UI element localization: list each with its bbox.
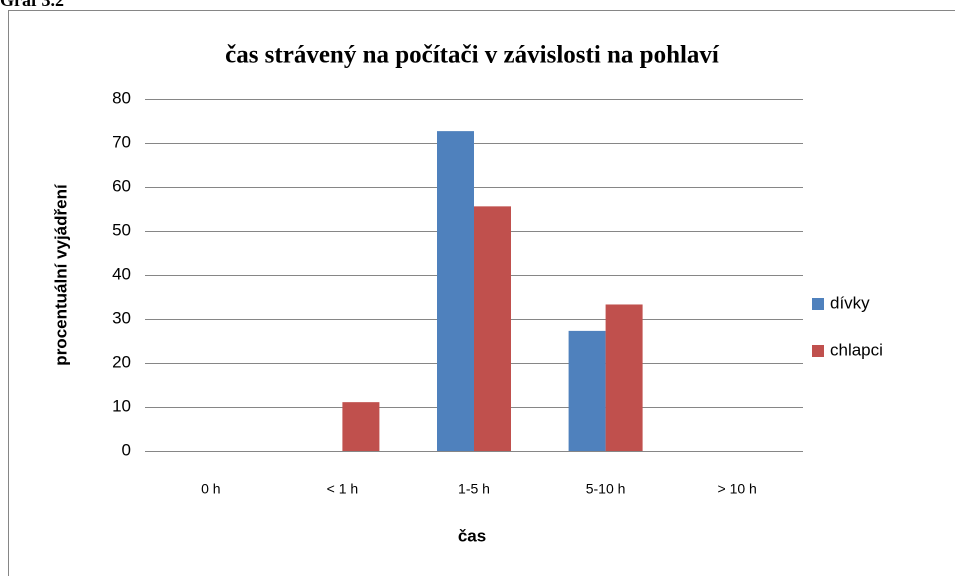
x-tick-label: 1-5 h [458, 481, 490, 497]
bar [342, 402, 380, 451]
y-tick-label: 30 [112, 308, 131, 327]
y-tick-label: 50 [112, 220, 131, 239]
y-tick-label: 70 [112, 132, 131, 151]
legend-swatch [812, 345, 824, 357]
x-tick-label: 5-10 h [586, 481, 626, 497]
x-tick-label: < 1 h [327, 481, 359, 497]
chart-frame [8, 10, 955, 576]
legend-label: chlapci [830, 340, 883, 359]
y-tick-label: 40 [112, 264, 131, 283]
legend-swatch [812, 298, 824, 310]
y-axis-title: procentuální vyjádření [51, 183, 70, 366]
x-tick-label: 0 h [201, 481, 220, 497]
x-tick-label: > 10 h [718, 481, 757, 497]
bar [605, 304, 643, 451]
x-axis-title: čas [458, 526, 486, 545]
legend-label: dívky [830, 293, 870, 312]
y-tick-label: 20 [112, 352, 131, 371]
y-tick-label: 60 [112, 176, 131, 195]
chart-title: čas strávený na počítači v závislosti na… [225, 42, 720, 69]
bar [568, 330, 606, 451]
bar [437, 131, 474, 451]
y-tick-label: 10 [112, 396, 131, 415]
bar [474, 206, 511, 451]
y-tick-label: 80 [112, 88, 131, 107]
caption: Graf 3.2 [0, 0, 64, 10]
y-tick-label: 0 [122, 440, 131, 459]
